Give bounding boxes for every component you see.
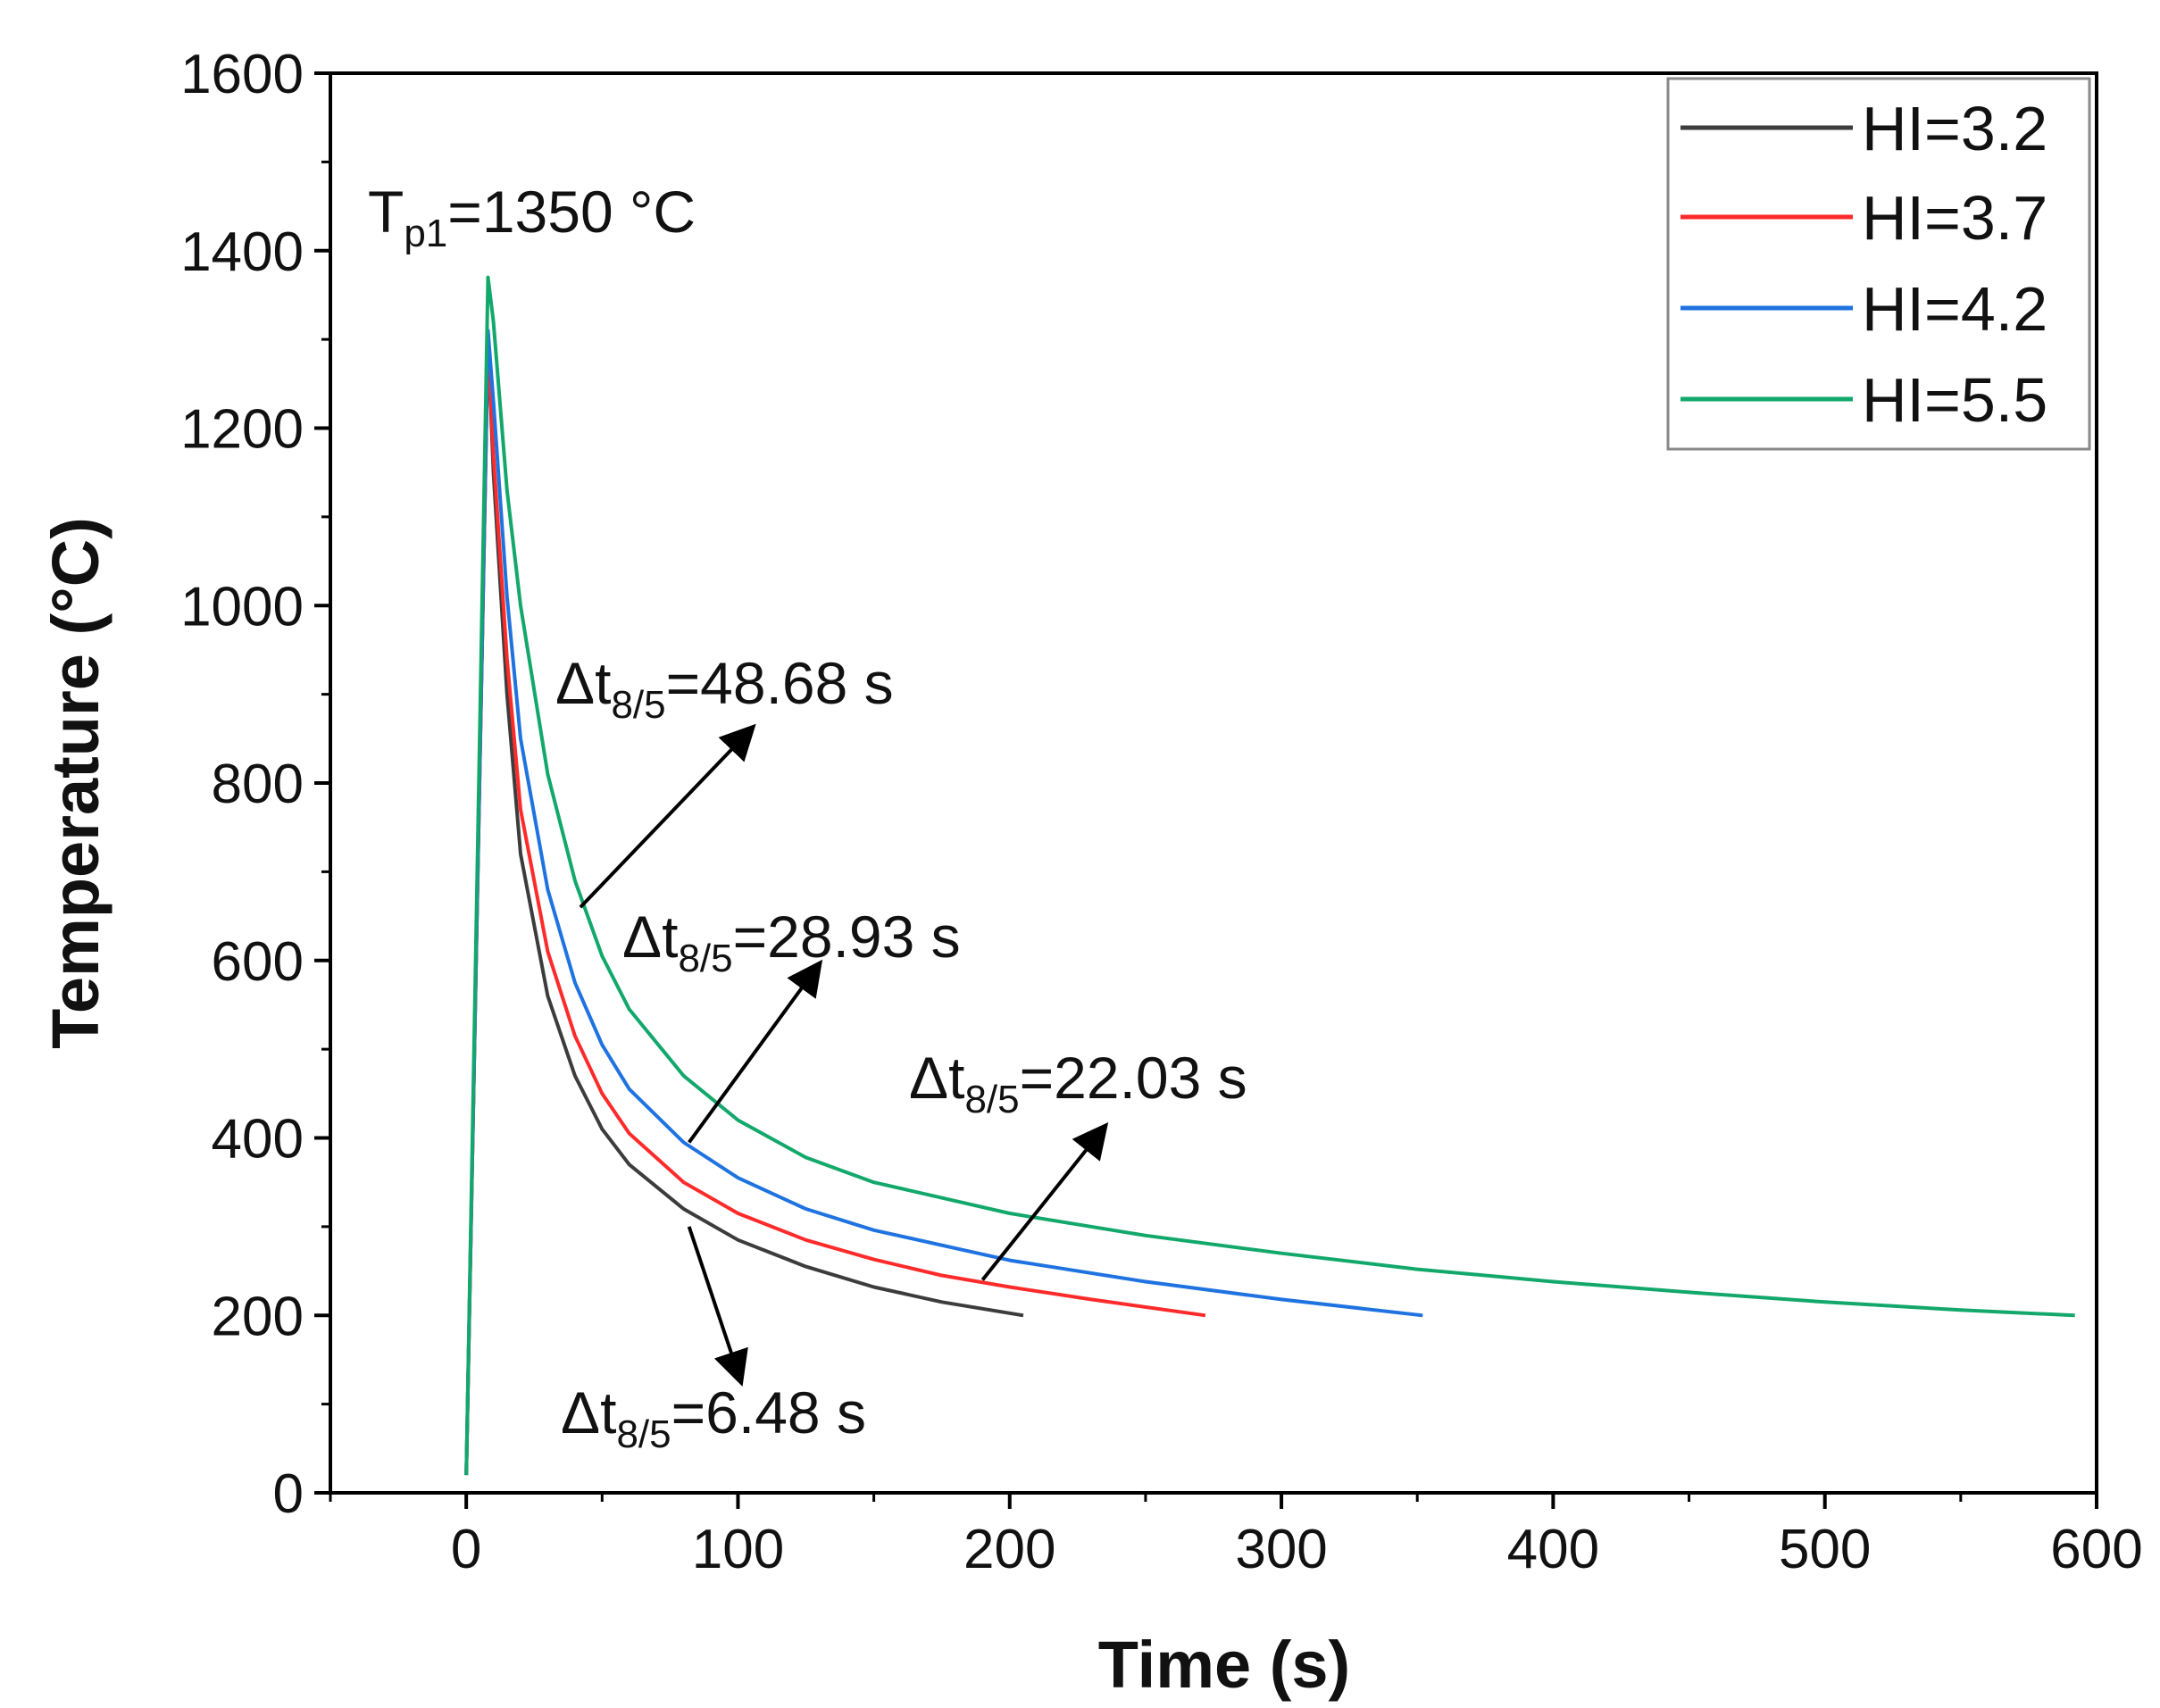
annotation-arrow-hi32 [687, 1226, 748, 1387]
legend-label-hi55: HI=5.5 [1862, 365, 2047, 435]
label-hi42-sub: 8/5 [678, 937, 732, 980]
cooling-time-label-hi42: Δt8/5=28.93 s [622, 904, 961, 980]
label-hi37-sub: 8/5 [964, 1078, 1019, 1121]
label-hi55-sub: 8/5 [611, 683, 665, 727]
label-hi42-main: Δt [622, 904, 678, 970]
series-line-hi55 [464, 275, 2075, 1476]
x-tick-label: 600 [2050, 1519, 2142, 1580]
y-axis-title: Temperature (°C) [38, 517, 113, 1049]
x-tick-label: 0 [451, 1519, 481, 1580]
legend: HI=3.2 HI=3.7 HI=4.2 HI=5.5 [1666, 77, 2091, 451]
label-hi32-tail: =6.48 s [671, 1379, 866, 1446]
peak-label-sub: p1 [404, 212, 447, 255]
annotation-arrow-hi42 [688, 959, 823, 1144]
y-tick-label: 200 [212, 1286, 304, 1347]
series-line-hi42 [464, 329, 1423, 1476]
label-hi42-tail: =28.93 s [733, 904, 961, 970]
x-tick-label: 400 [1507, 1519, 1599, 1580]
annotations: Tp1=1350 °C Δt8/5=48.68 s Δt8/5=28.93 s … [368, 179, 1247, 1456]
x-tick-label: 100 [692, 1519, 784, 1580]
peak-label-main: T [368, 179, 404, 245]
y-tick-label: 800 [212, 754, 304, 815]
legend-label-hi42: HI=4.2 [1862, 274, 2047, 344]
label-hi32-main: Δt [561, 1379, 616, 1446]
label-hi37-main: Δt [909, 1045, 964, 1111]
label-hi55-main: Δt [555, 650, 611, 716]
legend-label-hi32: HI=3.2 [1862, 94, 2047, 163]
annotation-arrow-hi37 [980, 1122, 1109, 1281]
y-tick-label: 400 [212, 1109, 304, 1171]
series-line-hi37 [464, 337, 1206, 1476]
y-tick-label: 1200 [180, 399, 304, 461]
legend-label-hi37: HI=3.7 [1862, 183, 2047, 253]
peak-temperature-label: Tp1=1350 °C [368, 179, 696, 255]
y-tick-label: 0 [273, 1463, 304, 1525]
peak-label-tail: =1350 °C [447, 179, 696, 245]
cooling-time-label-hi32: Δt8/5=6.48 s [561, 1379, 866, 1456]
legend-box [1666, 77, 2091, 451]
x-tick-label: 300 [1235, 1519, 1327, 1580]
cooling-time-label-hi55: Δt8/5=48.68 s [555, 650, 894, 727]
label-hi32-sub: 8/5 [616, 1412, 671, 1456]
y-tick-label: 1000 [180, 576, 304, 637]
cooling-time-label-hi37: Δt8/5=22.03 s [909, 1045, 1247, 1121]
y-tick-label: 1600 [180, 44, 304, 105]
y-tick-label: 1400 [180, 221, 304, 283]
x-axis-title: Time (s) [1098, 1628, 1350, 1702]
label-hi55-tail: =48.68 s [666, 650, 894, 716]
series-lines [464, 275, 2075, 1476]
annotation-arrow-hi55 [579, 723, 756, 909]
x-tick-label: 500 [1779, 1519, 1871, 1580]
annotation-arrows [579, 723, 1109, 1387]
label-hi37-tail: =22.03 s [1020, 1045, 1247, 1111]
y-tick-label: 600 [212, 931, 304, 993]
x-tick-label: 200 [963, 1519, 1055, 1580]
axis-tick-labels: 0 100 200 300 400 500 600 0 200 400 600 800 1000 1200… [180, 44, 2143, 1580]
axis-ticks [314, 71, 2098, 1509]
